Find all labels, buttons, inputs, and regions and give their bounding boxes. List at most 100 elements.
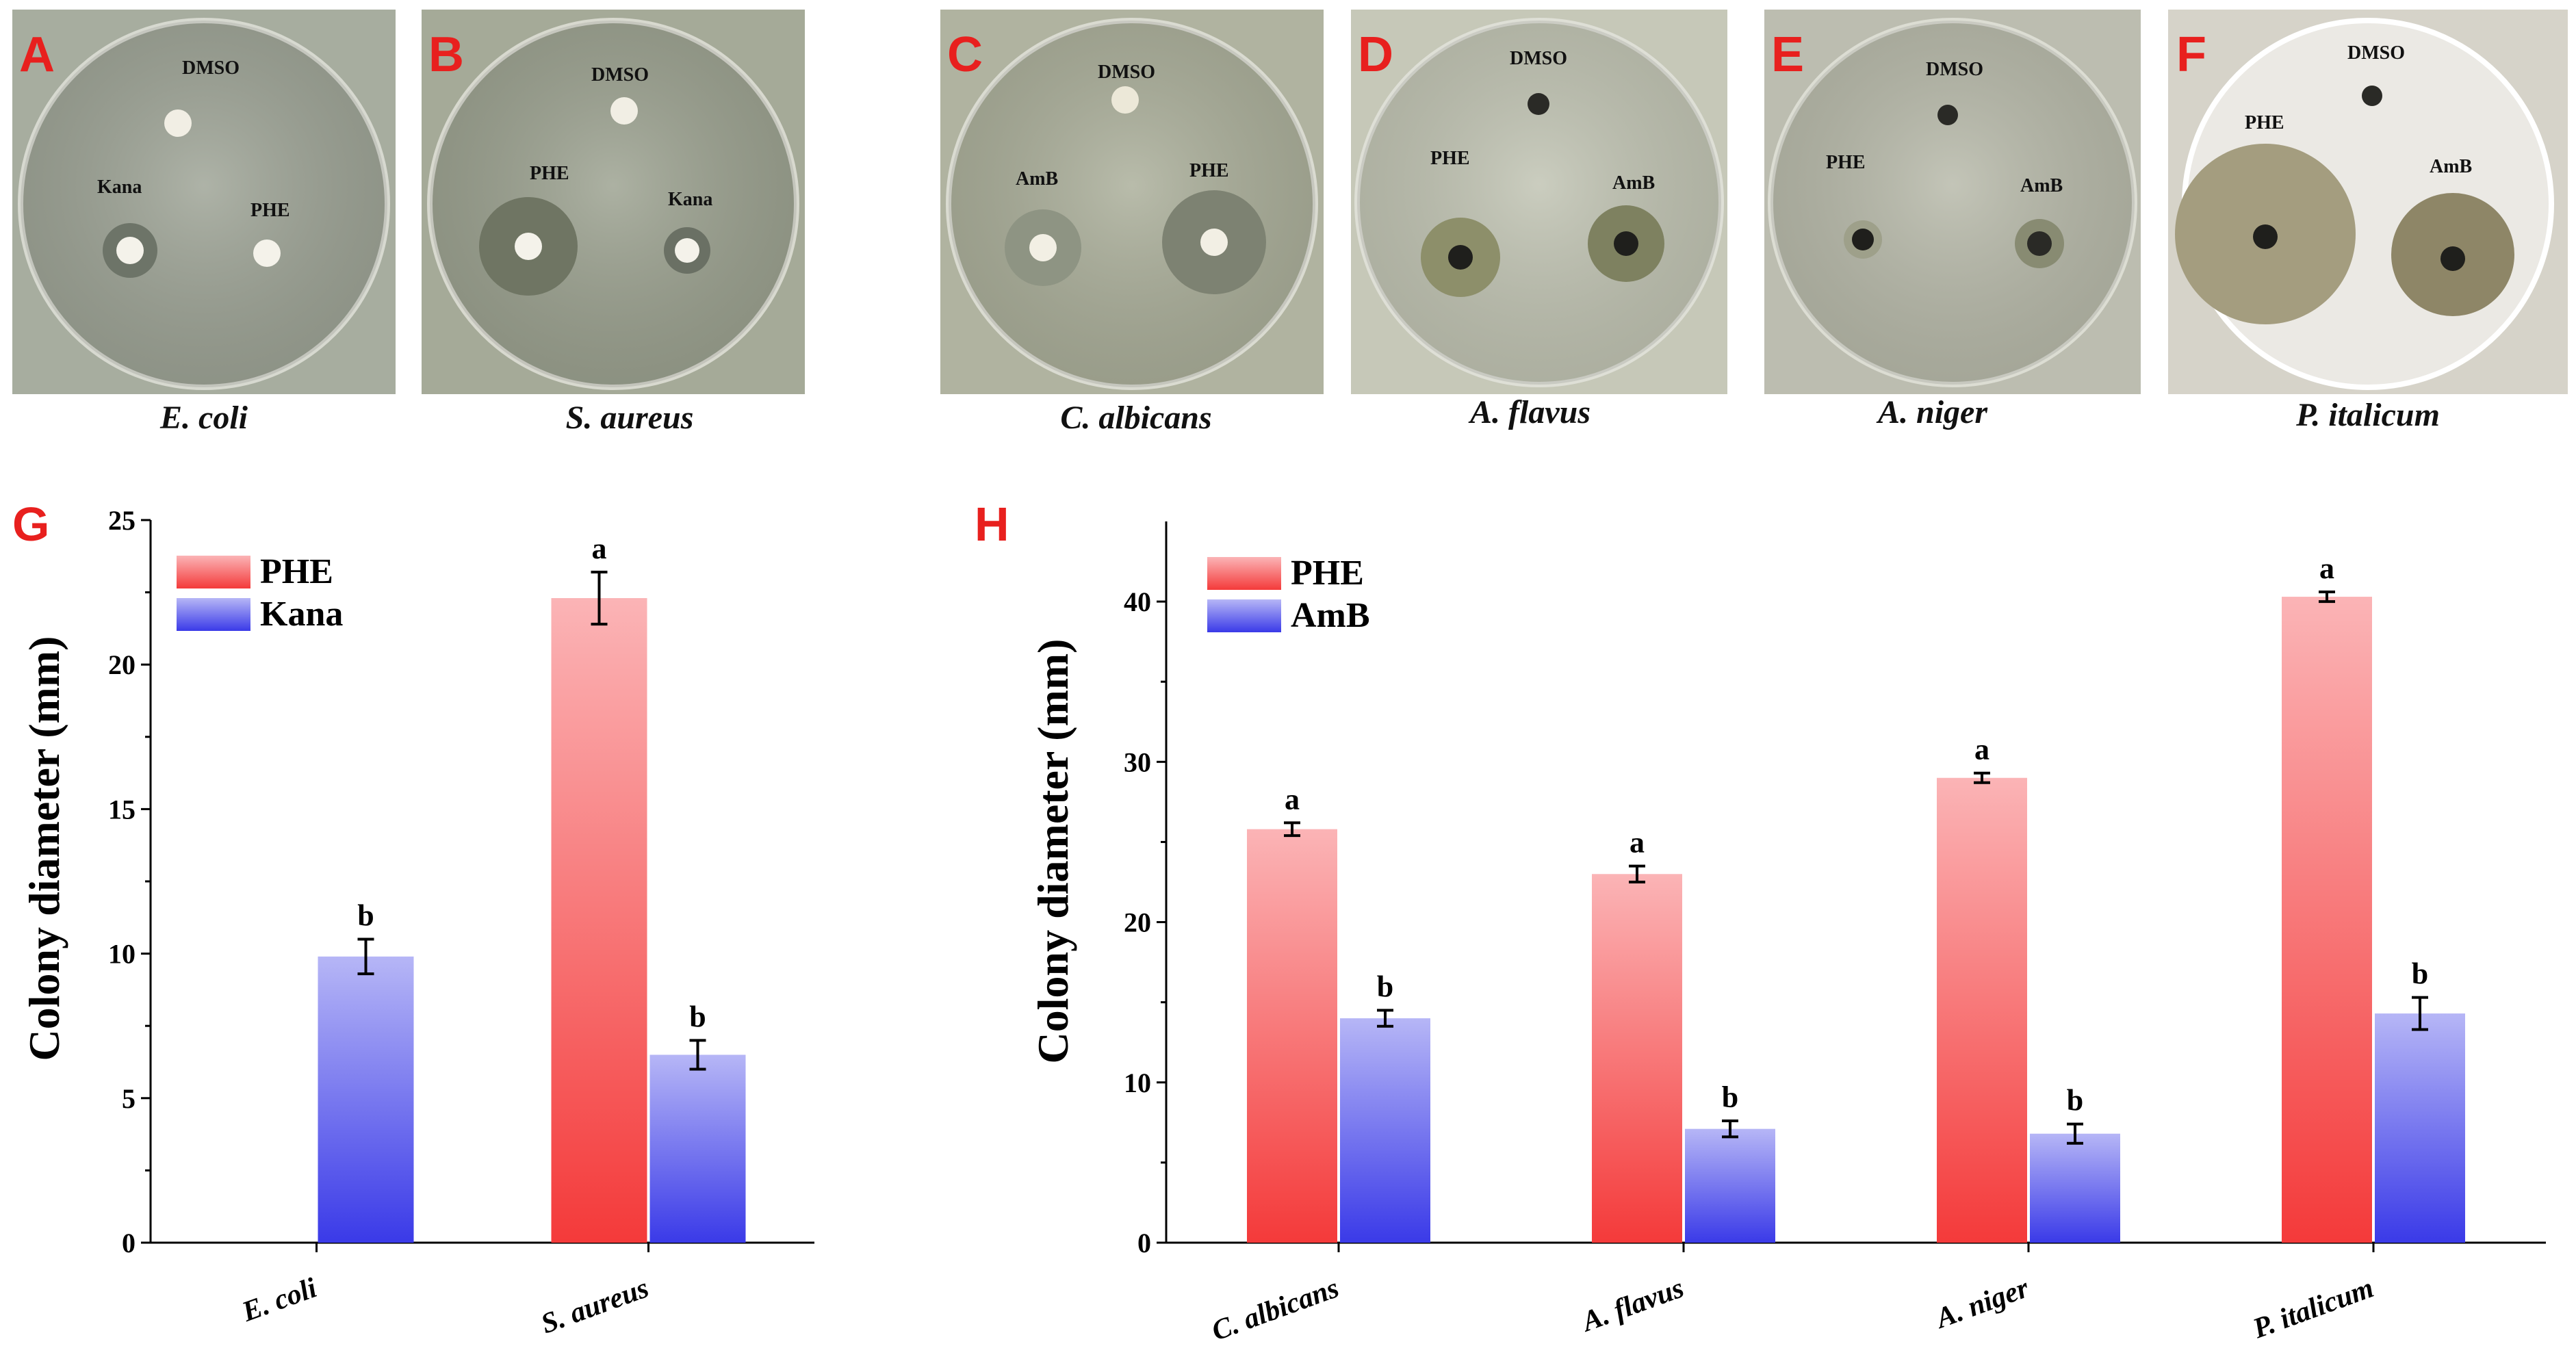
plate-label: DMSO bbox=[591, 64, 649, 86]
x-tick-label: A. niger bbox=[1930, 1272, 2033, 1335]
legend-label-phe: PHE bbox=[260, 552, 333, 591]
legend-swatch-amb bbox=[1207, 599, 1281, 632]
legend-label-kana: Kana bbox=[260, 595, 343, 634]
well-amb bbox=[2027, 231, 2052, 256]
disc-dmso bbox=[610, 97, 638, 125]
significance-letter: b bbox=[1377, 970, 1393, 1003]
plate-c: C DMSO AmB PHE C. albicans bbox=[940, 10, 1324, 436]
disc-dmso bbox=[164, 109, 192, 137]
well-phe bbox=[1852, 229, 1874, 250]
plate-d: D DMSO PHE AmB A. flavus bbox=[1351, 10, 1727, 430]
disc-dmso bbox=[1111, 86, 1139, 114]
bar-phe bbox=[1247, 829, 1337, 1243]
plate-label: PHE bbox=[1430, 148, 1470, 169]
disc-amb bbox=[1029, 234, 1057, 261]
significance-letter: b bbox=[2067, 1084, 2083, 1117]
legend-swatch-kana bbox=[177, 598, 250, 631]
x-tick-label: C. albicans bbox=[1208, 1272, 1343, 1347]
bar-phe bbox=[551, 598, 647, 1243]
bar-phe bbox=[1592, 874, 1682, 1243]
bar-phe bbox=[2282, 597, 2372, 1243]
plate-b: B DMSO PHE Kana S. aureus bbox=[422, 10, 805, 436]
panel-letter: F bbox=[2176, 27, 2206, 82]
plate-label: Kana bbox=[668, 189, 712, 210]
significance-letter: a bbox=[1630, 826, 1645, 859]
well-amb bbox=[1614, 231, 1638, 256]
x-tick-label: A. flavus bbox=[1576, 1272, 1688, 1338]
species-label: A. flavus bbox=[1468, 394, 1590, 430]
plate-label: AmB bbox=[1612, 172, 1655, 194]
plate-label: Kana bbox=[97, 177, 142, 198]
chart-g-legend: PHE Kana bbox=[177, 552, 343, 634]
y-tick-label: 30 bbox=[1124, 747, 1151, 777]
legend-label-phe: PHE bbox=[1291, 554, 1364, 593]
significance-letter: a bbox=[1285, 782, 1300, 816]
panel-letter: A bbox=[19, 27, 55, 82]
plate-e: E DMSO PHE AmB A. niger bbox=[1764, 10, 2141, 430]
significance-letter: b bbox=[2412, 957, 2428, 991]
chart-h-plot: 0 10 20 30 40 C. albicans a b A. flavus a b A. nige… bbox=[1124, 521, 2546, 1347]
species-label: C. albicans bbox=[1060, 400, 1211, 436]
bar-kana bbox=[649, 1054, 746, 1243]
significance-letter: a bbox=[2319, 552, 2334, 585]
panel-letter: B bbox=[428, 27, 464, 82]
chart-g: G Colony diameter (mm) 0 5 10 15 20 25 E. coli… bbox=[12, 497, 814, 1340]
plate-label: AmB bbox=[2020, 175, 2063, 196]
panel-letter: G bbox=[12, 497, 49, 551]
disc-kana bbox=[116, 237, 144, 264]
panel-letter: E bbox=[1771, 27, 1804, 82]
species-label: A. niger bbox=[1876, 394, 1988, 430]
plate-label: DMSO bbox=[1926, 59, 1983, 80]
y-tick-label: 15 bbox=[108, 794, 136, 825]
y-axis-title: Colony diameter (mm) bbox=[1029, 639, 1077, 1064]
plate-label: PHE bbox=[1189, 160, 1229, 181]
y-tick-label: 10 bbox=[1124, 1067, 1151, 1098]
well-dmso bbox=[1528, 93, 1549, 115]
panel-letter: H bbox=[975, 497, 1009, 551]
plate-label: AmB bbox=[1016, 168, 1058, 190]
plate-label: DMSO bbox=[1098, 62, 1155, 83]
x-tick-label: E. coli bbox=[237, 1272, 321, 1328]
legend-swatch-phe bbox=[1207, 557, 1281, 590]
significance-letter: a bbox=[592, 532, 607, 565]
bar-amb bbox=[1685, 1128, 1775, 1243]
panel-letter: C bbox=[947, 27, 983, 82]
plate-label: PHE bbox=[1826, 152, 1866, 173]
well-dmso bbox=[2362, 86, 2382, 106]
x-tick-label: S. aureus bbox=[537, 1272, 653, 1340]
disc-phe bbox=[515, 233, 542, 260]
y-tick-label: 10 bbox=[108, 939, 136, 970]
legend-swatch-phe bbox=[177, 556, 250, 588]
disc-phe bbox=[1200, 229, 1228, 256]
y-tick-label: 20 bbox=[1124, 907, 1151, 938]
significance-letter: b bbox=[689, 1000, 706, 1033]
well-amb bbox=[2440, 246, 2465, 271]
disc-phe bbox=[253, 240, 281, 267]
y-tick-label: 20 bbox=[108, 649, 136, 680]
well-phe bbox=[2253, 224, 2278, 249]
y-tick-label: 5 bbox=[122, 1083, 136, 1114]
bar-phe bbox=[1937, 777, 2027, 1243]
disc-kana bbox=[675, 238, 699, 263]
chart-h: H Colony diameter (mm) 0 10 20 30 40 C. albic… bbox=[975, 497, 2546, 1347]
well-dmso bbox=[1937, 105, 1958, 125]
plate-label: PHE bbox=[250, 200, 290, 221]
plate-label: AmB bbox=[2430, 156, 2472, 177]
plate-label: DMSO bbox=[182, 57, 240, 79]
significance-letter: b bbox=[357, 898, 374, 932]
bar-amb bbox=[2375, 1013, 2465, 1243]
species-label: S. aureus bbox=[566, 400, 694, 436]
plate-label: PHE bbox=[2245, 112, 2284, 133]
plate-label: PHE bbox=[530, 163, 569, 184]
significance-letter: b bbox=[1722, 1080, 1738, 1114]
legend-label-amb: AmB bbox=[1291, 596, 1370, 635]
x-tick-label: P. italicum bbox=[2248, 1272, 2378, 1345]
plate-f: F DMSO PHE AmB P. italicum bbox=[2168, 10, 2568, 433]
y-tick-label: 25 bbox=[108, 505, 136, 536]
species-label: P. italicum bbox=[2295, 397, 2440, 433]
y-tick-label: 0 bbox=[122, 1228, 136, 1258]
significance-letter: a bbox=[1974, 733, 1989, 766]
plate-photos: A DMSO Kana PHE E. coli B DMSO PHE Kana … bbox=[12, 10, 2568, 436]
